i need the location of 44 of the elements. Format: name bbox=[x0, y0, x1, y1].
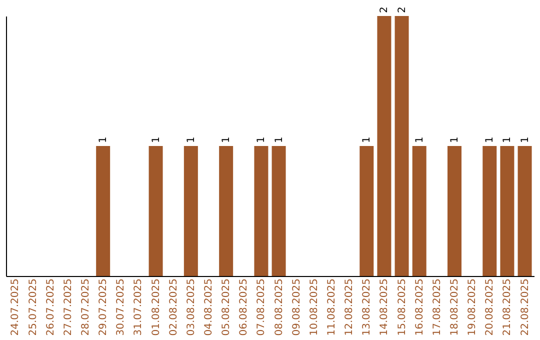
x-tick-label: 08.08.2025 bbox=[274, 278, 285, 336]
data-label: 1 bbox=[256, 136, 268, 143]
data-label: 1 bbox=[520, 136, 531, 143]
x-tick-label: 14.08.2025 bbox=[379, 278, 390, 336]
data-label: 1 bbox=[362, 136, 373, 143]
data-label: 1 bbox=[484, 136, 496, 143]
x-tick-label: 09.08.2025 bbox=[291, 278, 302, 336]
x-tick-label: 02.08.2025 bbox=[168, 278, 180, 336]
x-tick-label: 25.07.2025 bbox=[28, 278, 39, 336]
x-tick-label: 11.08.2025 bbox=[326, 278, 338, 336]
x-tick-label: 22.08.2025 bbox=[520, 278, 531, 336]
x-tick-label: 15.08.2025 bbox=[396, 278, 408, 336]
x-tick-label: 19.08.2025 bbox=[467, 278, 478, 336]
x-tick-label: 07.08.2025 bbox=[256, 278, 268, 336]
data-label: 1 bbox=[98, 136, 110, 143]
data-label: 2 bbox=[379, 6, 390, 13]
x-tick-label: 29.07.2025 bbox=[98, 278, 110, 336]
x-tick-label: 27.07.2025 bbox=[62, 278, 74, 336]
x-tick-label: 28.07.2025 bbox=[80, 278, 92, 336]
x-tick-label: 01.08.2025 bbox=[150, 278, 162, 336]
x-tick-label: 18.08.2025 bbox=[449, 278, 460, 336]
data-label: 2 bbox=[396, 6, 408, 13]
x-tick-label: 12.08.2025 bbox=[344, 278, 356, 336]
data-label: 1 bbox=[221, 136, 232, 143]
data-label: 1 bbox=[274, 136, 285, 143]
x-tick-label: 26.07.2025 bbox=[45, 278, 56, 336]
data-label: 1 bbox=[150, 136, 162, 143]
x-tick-label: 17.08.2025 bbox=[432, 278, 443, 336]
x-tick-label: 31.07.2025 bbox=[133, 278, 144, 336]
data-label: 1 bbox=[414, 136, 426, 143]
data-label: 1 bbox=[449, 136, 460, 143]
x-tick-label: 20.08.2025 bbox=[484, 278, 496, 336]
x-tick-label: 03.08.2025 bbox=[186, 278, 197, 336]
x-tick-label: 30.07.2025 bbox=[116, 278, 127, 336]
x-tick-label: 16.08.2025 bbox=[414, 278, 426, 336]
data-label: 1 bbox=[502, 136, 514, 143]
x-tick-label: 24.07.2025 bbox=[10, 278, 22, 336]
x-tick-label: 10.08.2025 bbox=[308, 278, 320, 336]
x-tick-label: 06.08.2025 bbox=[238, 278, 250, 336]
x-tick-label: 13.08.2025 bbox=[362, 278, 373, 336]
data-label: 1 bbox=[186, 136, 197, 143]
x-tick-label: 04.08.2025 bbox=[204, 278, 215, 336]
x-tick-label: 21.08.2025 bbox=[502, 278, 514, 336]
x-tick-label: 05.08.2025 bbox=[221, 278, 232, 336]
